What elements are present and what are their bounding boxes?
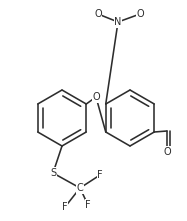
Text: O: O bbox=[136, 9, 144, 19]
Text: O: O bbox=[92, 92, 100, 102]
Text: N: N bbox=[114, 17, 122, 27]
Text: O: O bbox=[94, 9, 102, 19]
Text: F: F bbox=[97, 170, 103, 180]
Text: F: F bbox=[85, 200, 91, 210]
Text: S: S bbox=[50, 168, 56, 178]
Text: F: F bbox=[62, 202, 68, 212]
Text: C: C bbox=[77, 183, 83, 193]
Text: O: O bbox=[163, 147, 171, 157]
